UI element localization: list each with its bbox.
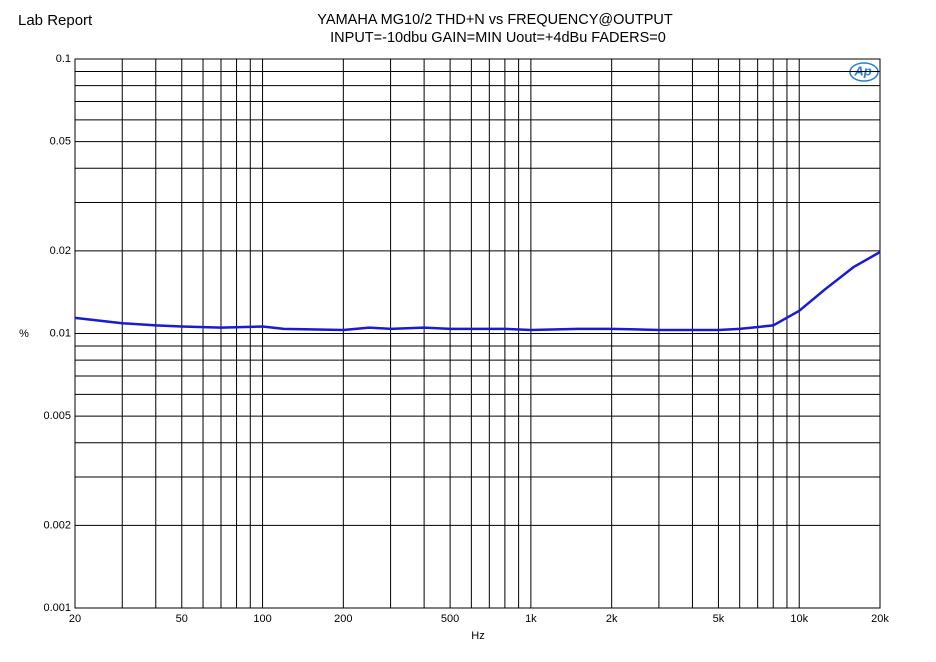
plot-frame: [74, 58, 881, 609]
y-tick-label: 0.05: [50, 136, 71, 148]
x-axis-label: Hz: [471, 630, 484, 642]
x-tick-label: 20k: [871, 613, 889, 625]
y-tick-label: 0.01: [50, 327, 71, 339]
y-tick-label: 0.002: [43, 519, 71, 531]
x-tick-label: 5k: [713, 613, 725, 625]
y-tick-label: 0.005: [43, 410, 71, 422]
x-tick-label: 2k: [606, 613, 618, 625]
x-tick-label: 500: [441, 613, 459, 625]
x-tick-label: 50: [176, 613, 188, 625]
x-tick-label: 1k: [525, 613, 537, 625]
y-tick-label: 0.001: [43, 602, 71, 614]
x-tick-label: 200: [334, 613, 352, 625]
logo: Ap: [853, 63, 871, 78]
data-line: [74, 250, 881, 332]
x-tick-label: 100: [253, 613, 271, 625]
x-tick-label: 10k: [790, 613, 808, 625]
y-tick-label: 0.02: [50, 245, 71, 257]
header: Lab Report: [18, 12, 93, 29]
y-axis-label: %: [19, 328, 29, 340]
chart-subtitle: INPUT=-10dbu GAIN=MIN Uout=+4dBu FADERS=…: [330, 30, 666, 46]
y-tick-label: 0.1: [56, 53, 71, 65]
x-tick-label: 20: [69, 613, 81, 625]
chart-title: YAMAHA MG10/2 THD+N vs FREQUENCY@OUTPUT: [317, 12, 673, 28]
